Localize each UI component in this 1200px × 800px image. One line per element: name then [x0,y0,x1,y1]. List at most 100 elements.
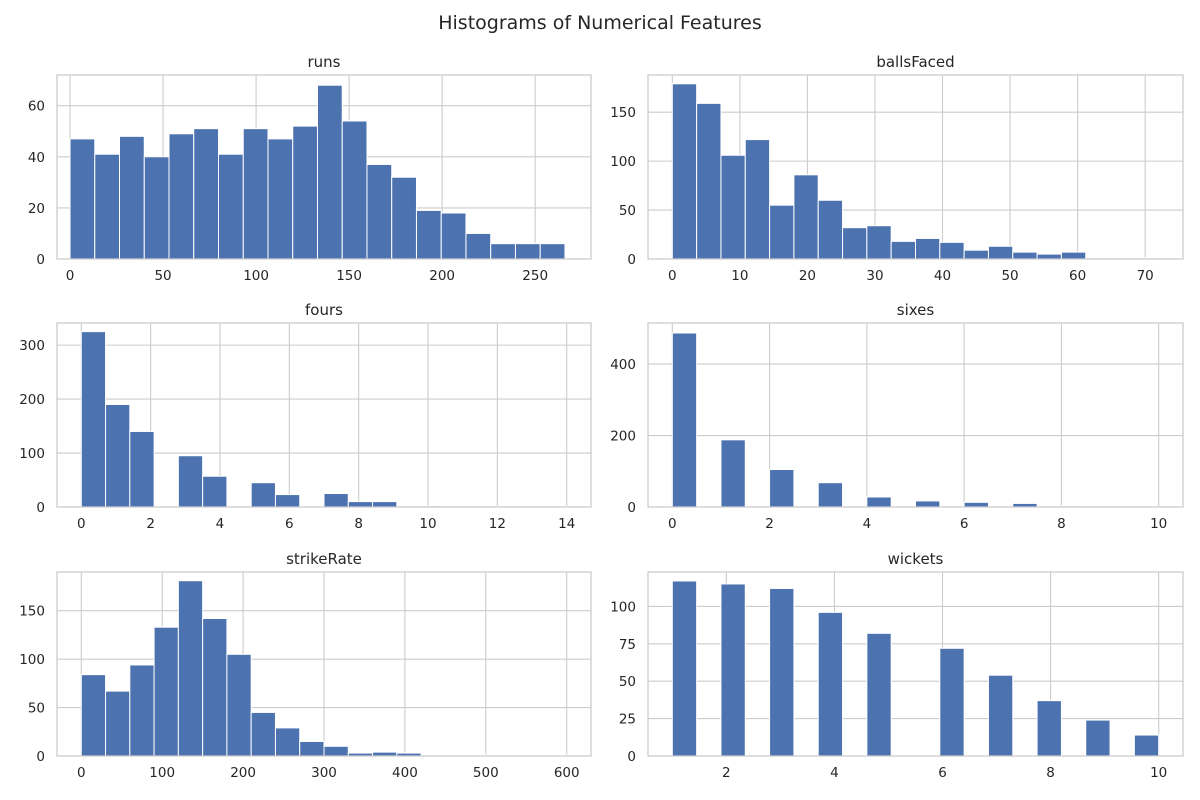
x-tick-label: 4 [216,516,225,532]
y-tick-label: 0 [627,749,636,765]
histogram-bar [323,745,349,757]
subplot-ballsFaced: ballsFaced 0 10 20 30 40 50 60 70 0 50 100 150 [610,53,1184,284]
x-tick-label: 40 [934,268,951,284]
histogram-bar [366,163,393,260]
histogram-bar [769,587,795,757]
y-tick-label: 150 [610,105,636,121]
histogram-bar [129,430,155,508]
x-tick-label: 100 [149,765,175,781]
y-tick-label: 20 [28,201,45,217]
histogram-bar [177,580,204,757]
subplot-title: ballsFaced [876,53,954,71]
figure-title: Histograms of Numerical Features [438,12,762,34]
histogram-bar [817,482,844,508]
x-tick-label: 6 [285,516,294,532]
histogram-bar [696,102,722,260]
histogram-bar [963,249,989,260]
histogram-bar [94,153,121,260]
histogram-bar [105,403,131,508]
histogram-bar [671,83,698,260]
y-tick-label: 100 [610,154,636,170]
y-tick-label: 50 [28,701,45,717]
histogram-bar [168,133,195,260]
histogram-bar [769,204,795,260]
histogram-bar [671,332,698,508]
histogram-bar [866,496,892,508]
y-tick-label: 200 [19,392,45,408]
histogram-bar [202,617,228,757]
x-tick-label: 10 [419,516,436,532]
y-tick-label: 100 [19,652,45,668]
x-tick-label: 100 [243,268,269,284]
y-tick-label: 0 [627,500,636,516]
histogram-bar [193,128,220,260]
x-tick-label: 250 [522,268,548,284]
histogram-bar [1012,251,1038,260]
histogram-bar [202,475,228,508]
histogram-bar [218,153,244,260]
x-tick-label: 12 [489,516,506,532]
histogram-bar [720,154,746,260]
histogram-bar [987,674,1014,757]
histogram-bar [817,199,844,260]
histogram-bar [539,243,566,260]
histogram-bar [119,135,145,260]
histogram-bar [292,125,318,260]
axes-frame [647,571,1184,757]
histogram-bar [80,331,107,508]
x-tick-label: 30 [866,268,883,284]
x-tick-label: 200 [230,765,256,781]
x-tick-label: 0 [77,516,86,532]
x-tick-label: 20 [799,268,816,284]
subplot-runs: runs 0 50 100 150 200 250 0 20 40 60 [28,53,592,284]
y-tick-label: 60 [28,99,45,115]
histogram-bar [153,626,179,757]
y-tick-label: 0 [36,749,45,765]
histogram-bar [842,227,868,260]
y-tick-label: 100 [610,599,636,615]
histogram-bar [963,501,989,508]
y-tick-label: 40 [28,150,45,166]
histogram-bar [323,493,349,508]
x-tick-label: 14 [558,516,575,532]
histogram-bar [1060,251,1087,260]
x-tick-label: 10 [731,268,748,284]
subplot-title: wickets [888,550,944,568]
axes-frame [647,74,1184,260]
subplot-title: strikeRate [286,550,362,568]
subplot-sixes: sixes 0 2 4 6 8 10 0 200 400 [610,301,1184,532]
subplot-fours: fours 0 2 4 6 8 10 12 14 0 100 200 300 [19,301,592,532]
histogram-bar [105,690,131,757]
histogram-bar [793,174,819,260]
y-tick-label: 0 [627,252,636,268]
x-tick-label: 10 [1150,516,1167,532]
x-tick-label: 4 [863,516,872,532]
histogram-bar [514,243,541,260]
x-tick-label: 300 [311,765,337,781]
histogram-bar [80,674,107,757]
y-tick-label: 25 [619,712,636,728]
x-tick-label: 500 [473,765,499,781]
histogram-bar [1036,253,1062,260]
x-tick-label: 0 [66,268,75,284]
axes-frame [56,74,592,260]
histogram-bar [250,711,276,757]
histogram-bar [769,468,795,508]
histogram-bar [720,439,746,508]
histogram-bar [69,138,96,260]
x-tick-label: 400 [392,765,418,781]
histogram-bar [129,664,155,757]
histogram-bar [267,138,294,260]
y-tick-label: 0 [36,252,45,268]
histogram-bar [915,237,941,260]
x-tick-label: 200 [429,268,455,284]
x-tick-label: 10 [1150,765,1167,781]
histogram-bar [915,500,941,508]
y-tick-label: 50 [619,203,636,219]
histogram-bar [250,482,276,508]
histogram-bar [1133,734,1160,757]
histogram-bar [490,243,516,260]
histogram-bar [720,583,746,757]
